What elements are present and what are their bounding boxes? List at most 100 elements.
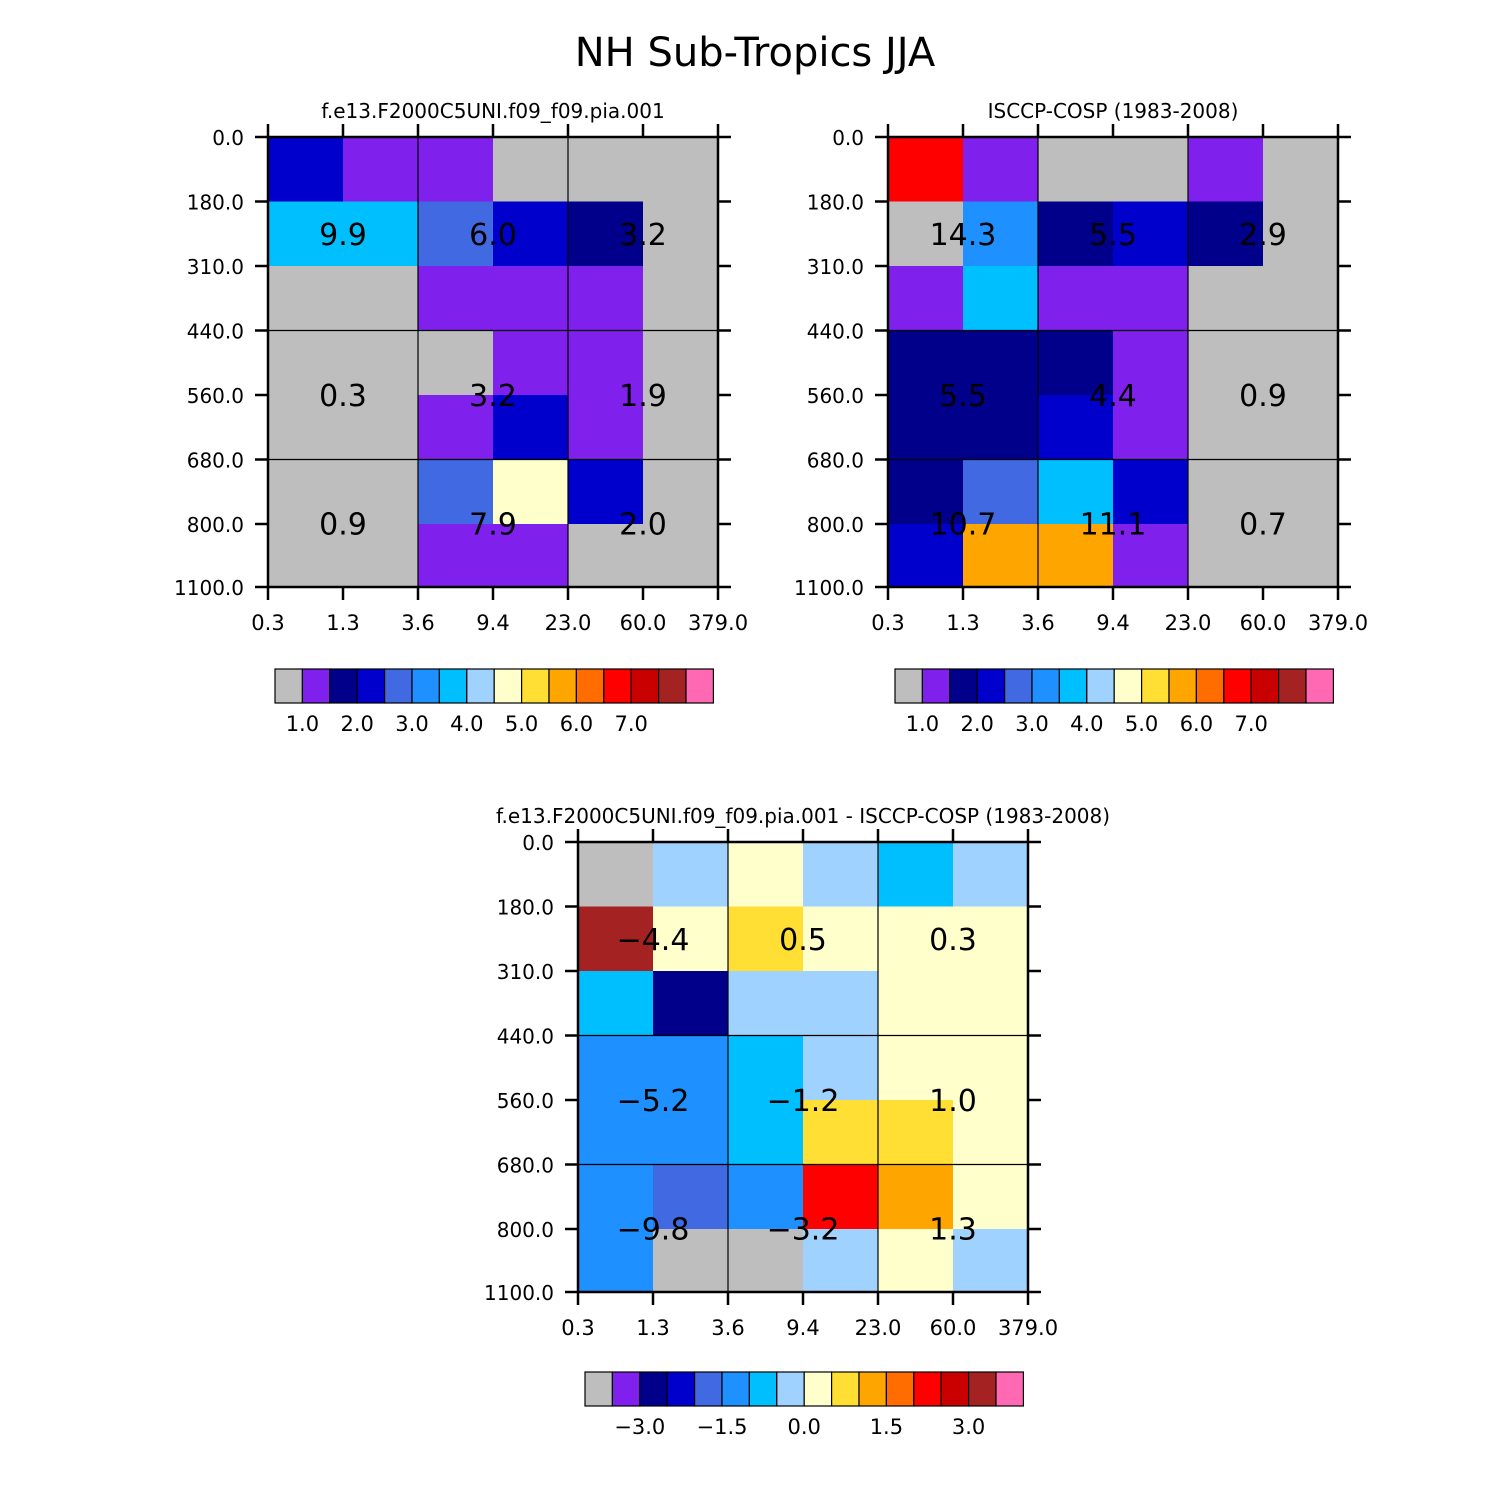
x-tick-label: 9.4 bbox=[1096, 611, 1129, 635]
colorbar-swatch bbox=[1003, 668, 1033, 704]
colorbar-label: 5.0 bbox=[505, 712, 538, 736]
heatmap-cell bbox=[803, 842, 879, 908]
heatmap-cell bbox=[963, 395, 1039, 461]
colorbar-swatch bbox=[630, 668, 660, 704]
heatmap-cell bbox=[728, 906, 804, 972]
block-value-label: −4.4 bbox=[617, 923, 690, 958]
heatmap-cell bbox=[653, 1164, 729, 1230]
heatmap-cell bbox=[1113, 330, 1189, 396]
y-tick-label: 440.0 bbox=[807, 320, 864, 344]
block-value-label: 5.5 bbox=[939, 379, 987, 414]
heatmap-cell bbox=[418, 266, 494, 332]
heatmap-cell bbox=[578, 1229, 654, 1293]
block-value-label: 10.7 bbox=[930, 507, 997, 542]
y-tick-label: 310.0 bbox=[187, 255, 244, 279]
heatmap-cell bbox=[803, 1035, 879, 1101]
colorbar-label: 5.0 bbox=[1125, 712, 1158, 736]
heatmap-cell bbox=[653, 971, 729, 1037]
block-value-label: 6.0 bbox=[469, 218, 517, 253]
heatmap-cell bbox=[963, 137, 1039, 203]
y-tick-label: 800.0 bbox=[497, 1218, 554, 1242]
heatmap-cell bbox=[963, 459, 1039, 525]
block-value-label: 0.9 bbox=[319, 507, 367, 542]
figure-title: NH Sub-Tropics JJA bbox=[575, 30, 936, 76]
heatmap-cell bbox=[888, 201, 964, 267]
heatmap-cell bbox=[268, 266, 344, 332]
heatmap-cell bbox=[888, 137, 964, 203]
heatmap-cell bbox=[888, 459, 964, 525]
colorbar-swatch bbox=[894, 668, 923, 704]
colorbar-label: 4.0 bbox=[1070, 712, 1103, 736]
colorbar-swatch bbox=[384, 668, 413, 704]
heatmap-cell bbox=[963, 266, 1039, 332]
block-value-label: −3.2 bbox=[767, 1212, 840, 1247]
block-value-label: −1.2 bbox=[767, 1084, 840, 1119]
y-tick-label: 440.0 bbox=[187, 320, 244, 344]
heatmap-cell bbox=[963, 201, 1039, 267]
colorbar-swatch bbox=[1140, 668, 1170, 704]
heatmap-cell bbox=[578, 971, 654, 1037]
y-tick-label: 560.0 bbox=[807, 384, 864, 408]
heatmap-cell bbox=[268, 137, 344, 203]
heatmap-cell bbox=[953, 1035, 1029, 1101]
heatmap-cell bbox=[878, 1100, 954, 1166]
colorbar-label: 4.0 bbox=[450, 712, 483, 736]
colorbar-label: 3.0 bbox=[952, 1415, 985, 1439]
heatmap-cell bbox=[1038, 201, 1114, 267]
heatmap-cell bbox=[803, 1100, 879, 1166]
x-tick-label: 60.0 bbox=[930, 1316, 977, 1340]
colorbar-swatch bbox=[575, 668, 605, 704]
colorbar-swatch bbox=[995, 1371, 1024, 1407]
heatmap-cell bbox=[1188, 395, 1264, 461]
colorbar-swatch bbox=[1250, 668, 1280, 704]
heatmap-cell bbox=[578, 1035, 654, 1101]
heatmap-cell bbox=[728, 842, 804, 908]
heatmap-cell bbox=[878, 842, 954, 908]
x-tick-label: 0.3 bbox=[561, 1316, 594, 1340]
x-tick-label: 9.4 bbox=[476, 611, 509, 635]
y-tick-label: 560.0 bbox=[187, 384, 244, 408]
x-tick-label: 0.3 bbox=[871, 611, 904, 635]
panel-title: f.e13.F2000C5UNI.f09_f09.pia.001 bbox=[321, 99, 664, 123]
heatmap-cell bbox=[953, 906, 1029, 972]
heatmap-cell bbox=[1113, 524, 1189, 588]
heatmap-cell bbox=[1263, 330, 1339, 396]
y-tick-label: 180.0 bbox=[807, 191, 864, 215]
block-value-label: 2.9 bbox=[1239, 218, 1287, 253]
colorbar-swatch bbox=[274, 668, 303, 704]
heatmap-cell bbox=[953, 1229, 1029, 1293]
block-value-label: 1.9 bbox=[619, 379, 667, 414]
heatmap-cell bbox=[343, 459, 419, 525]
colorbar-swatch bbox=[301, 668, 331, 704]
heatmap-cell bbox=[803, 1229, 879, 1293]
x-tick-label: 60.0 bbox=[620, 611, 667, 635]
heatmap-cell bbox=[878, 971, 954, 1037]
block-value-label: 9.9 bbox=[319, 218, 367, 253]
heatmap-cell bbox=[1263, 459, 1339, 525]
block-value-label: 4.4 bbox=[1089, 379, 1137, 414]
heatmap-cell bbox=[653, 1100, 729, 1166]
x-tick-label: 60.0 bbox=[1240, 611, 1287, 635]
block-value-label: 0.7 bbox=[1239, 507, 1287, 542]
heatmap-cell bbox=[568, 137, 644, 203]
colorbar-swatch bbox=[1305, 668, 1334, 704]
heatmap-cell bbox=[568, 524, 644, 588]
colorbar-swatch bbox=[913, 1371, 942, 1407]
colorbar-swatch bbox=[721, 1371, 750, 1407]
heatmap-cell bbox=[493, 137, 569, 203]
colorbar-swatch bbox=[329, 668, 358, 704]
colorbar-label: 7.0 bbox=[614, 712, 647, 736]
heatmap-cell bbox=[343, 395, 419, 461]
heatmap-cell bbox=[1038, 524, 1114, 588]
colorbar-swatch bbox=[1277, 668, 1307, 704]
heatmap-cell bbox=[1038, 266, 1114, 332]
heatmap-cell bbox=[493, 266, 569, 332]
x-tick-label: 23.0 bbox=[545, 611, 592, 635]
x-tick-label: 3.6 bbox=[1021, 611, 1054, 635]
x-tick-label: 23.0 bbox=[855, 1316, 902, 1340]
colorbar-label: 1.0 bbox=[906, 712, 939, 736]
colorbar-label: 1.0 bbox=[286, 712, 319, 736]
heatmap-cell bbox=[343, 524, 419, 588]
y-tick-label: 560.0 bbox=[497, 1089, 554, 1113]
heatmap-cell bbox=[643, 330, 719, 396]
